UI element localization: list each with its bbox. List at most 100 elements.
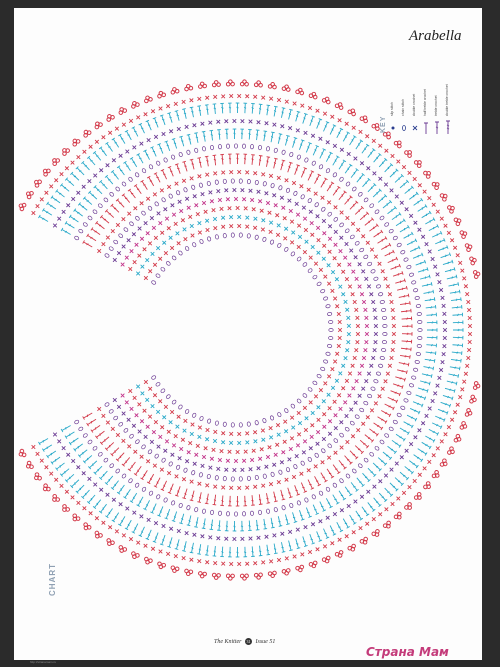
double-crochet-mark — [275, 422, 281, 428]
chain-stitch-mark — [300, 194, 305, 200]
treble-mark — [123, 161, 131, 172]
treble-mark — [342, 131, 350, 142]
double-crochet-mark — [272, 193, 277, 198]
double-crochet-mark — [330, 269, 336, 275]
chain-stitch-mark — [414, 360, 420, 364]
double-crochet-mark — [245, 215, 250, 220]
double-crochet-mark — [101, 520, 106, 525]
treble-mark — [42, 444, 53, 452]
double-crochet-mark — [59, 483, 64, 489]
chain-stitch-mark — [293, 190, 298, 196]
double-crochet-mark — [345, 439, 350, 445]
double-crochet-mark — [76, 465, 81, 470]
chain-stitch-mark — [258, 509, 262, 515]
double-crochet-mark — [248, 119, 253, 124]
double-crochet-mark — [245, 561, 250, 566]
picot-flower-mark — [131, 101, 140, 109]
treble-mark — [95, 221, 105, 230]
treble-mark — [82, 196, 93, 205]
treble-mark — [377, 236, 388, 244]
double-crochet-mark — [229, 561, 234, 567]
treble-mark — [197, 492, 202, 503]
double-crochet-mark — [364, 378, 369, 384]
treble-mark — [182, 160, 188, 172]
treble-mark — [131, 523, 139, 534]
chain-stitch-mark — [307, 198, 312, 204]
chain-stitch-mark — [148, 164, 154, 170]
double-crochet-mark — [359, 363, 365, 368]
treble-mark — [381, 410, 392, 418]
double-crochet-mark — [344, 378, 350, 384]
double-crochet-mark — [424, 413, 429, 419]
double-crochet-mark — [121, 122, 127, 127]
double-crochet-mark — [150, 109, 156, 114]
picot-flower-mark — [225, 79, 235, 87]
double-crochet-mark — [180, 437, 186, 442]
double-crochet-mark — [441, 303, 446, 309]
treble-mark — [373, 152, 382, 163]
double-crochet-mark — [366, 166, 371, 171]
double-crochet-mark — [232, 536, 237, 542]
treble-mark — [189, 542, 194, 554]
double-crochet-mark — [344, 534, 349, 539]
treble-mark — [174, 110, 180, 121]
double-crochet-mark — [155, 409, 161, 415]
double-crochet-mark — [259, 447, 264, 452]
treble-mark — [399, 471, 410, 481]
chain-stitch-mark — [381, 340, 388, 345]
double-crochet-mark — [283, 236, 288, 241]
double-crochet-mark — [390, 153, 395, 159]
picot-flower-mark — [253, 572, 263, 580]
double-crochet-mark — [161, 523, 166, 529]
treble-mark — [356, 477, 365, 488]
double-crochet-mark — [97, 406, 102, 412]
treble-mark — [75, 166, 85, 176]
treble-mark — [232, 520, 237, 532]
key-item-label: double treble crochet — [445, 84, 449, 116]
double-crochet-mark — [295, 212, 301, 217]
picot-flower-mark — [281, 568, 291, 576]
double-crochet-mark — [357, 371, 362, 376]
double-crochet-mark — [183, 418, 188, 424]
treble-mark — [314, 476, 322, 487]
treble-mark — [82, 240, 93, 248]
chain-stitch-mark — [415, 352, 421, 356]
double-crochet-mark — [237, 485, 242, 491]
treble-mark — [394, 477, 404, 487]
double-crochet-mark — [341, 292, 346, 297]
picot-flower-mark — [439, 193, 448, 202]
double-crochet-mark — [458, 260, 463, 266]
chain-stitch-mark — [296, 398, 302, 404]
chain-stitch-mark — [230, 232, 235, 238]
double-crochet-mark — [163, 404, 169, 410]
treble-mark — [70, 479, 80, 489]
double-crochet-mark — [116, 250, 122, 256]
double-crochet-mark — [235, 205, 240, 211]
key-item-label: half treble crochet — [423, 89, 427, 116]
picot-flower-mark — [295, 564, 305, 573]
chain-stitch-mark — [148, 490, 154, 496]
treble-mark — [320, 177, 328, 188]
chain-stitch-mark — [147, 205, 153, 211]
treble-mark — [133, 466, 142, 476]
double-crochet-mark — [364, 276, 369, 282]
treble-mark — [164, 140, 171, 152]
double-crochet-mark — [265, 200, 271, 206]
treble-mark — [251, 103, 255, 114]
double-crochet-mark — [81, 471, 86, 476]
double-crochet-mark — [245, 485, 250, 490]
double-crochet-mark — [261, 218, 266, 223]
picot-flower-mark — [334, 102, 344, 110]
double-crochet-mark — [343, 255, 348, 260]
double-crochet-mark — [232, 467, 237, 473]
double-crochet-mark — [268, 173, 274, 179]
treble-mark — [92, 499, 102, 509]
chain-stitch-mark — [307, 456, 312, 462]
chain-stitch-mark — [128, 176, 133, 182]
double-crochet-mark — [147, 241, 153, 246]
chain-stitch-mark — [290, 403, 296, 409]
double-crochet-mark — [301, 450, 307, 455]
picot-flower-mark — [308, 560, 318, 569]
double-crochet-mark — [343, 299, 348, 305]
double-crochet-mark — [449, 417, 455, 422]
